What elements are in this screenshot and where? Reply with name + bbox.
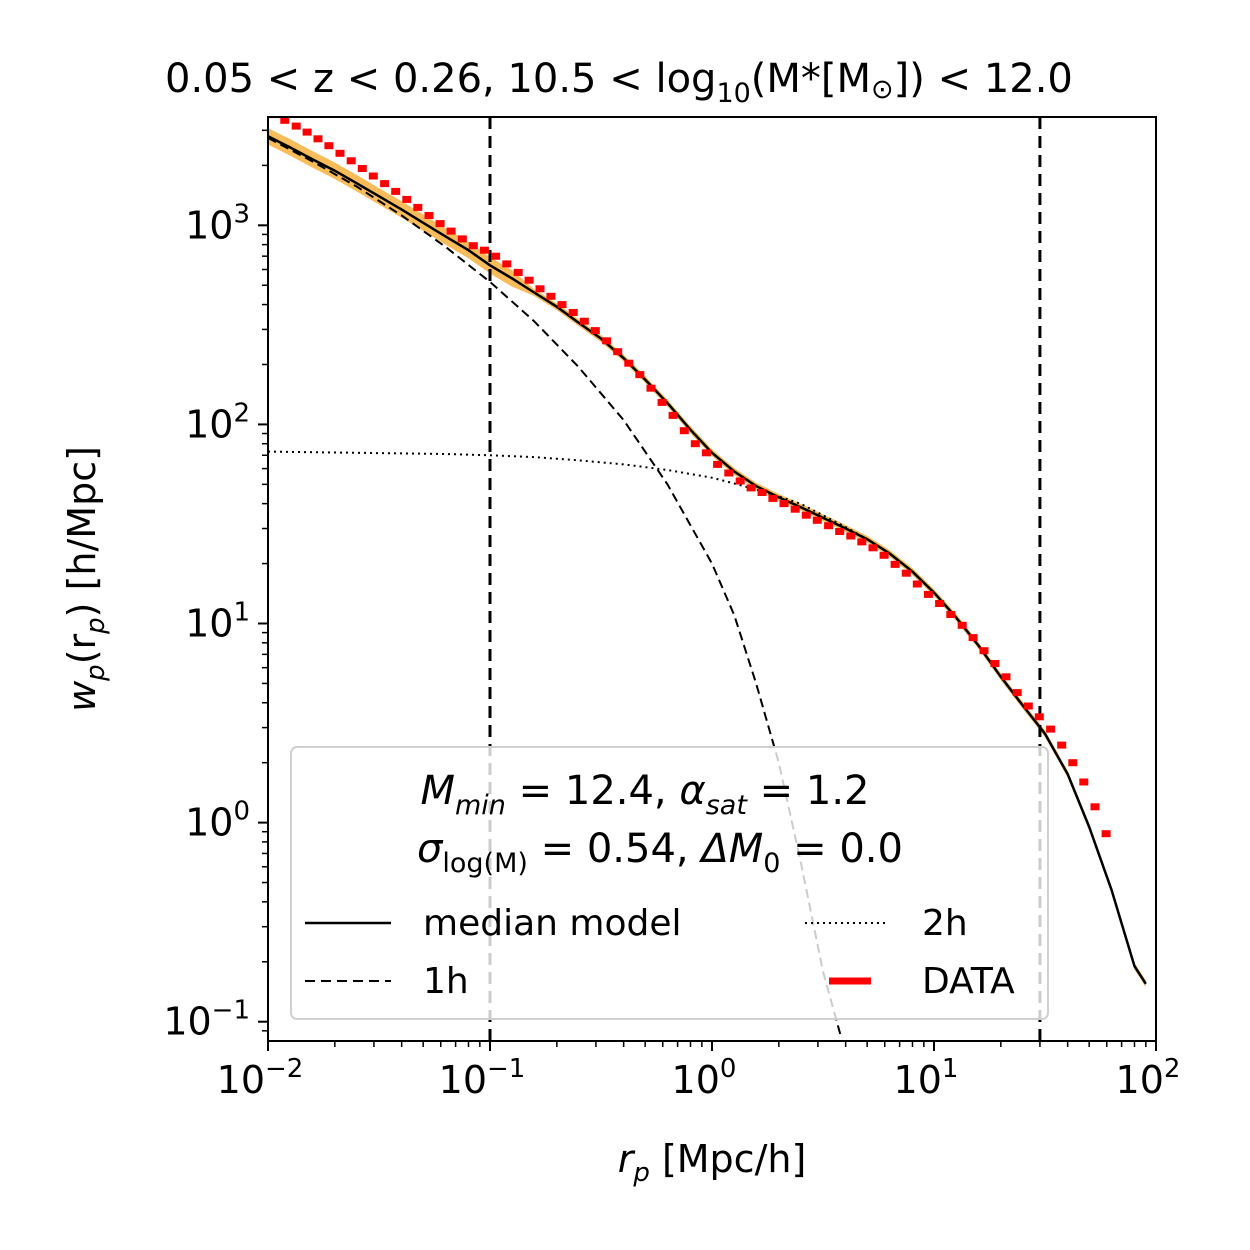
y-tick-label: 102 (185, 398, 250, 446)
data-point (979, 647, 989, 655)
data-point (291, 122, 301, 130)
data-point (668, 411, 678, 419)
legend-label-median-model: median model (423, 903, 682, 944)
data-point (768, 494, 778, 502)
data-point (524, 276, 534, 284)
data-point (324, 142, 334, 150)
data-point (690, 440, 700, 448)
data-point (402, 195, 412, 203)
data-point (679, 427, 689, 435)
data-point (701, 449, 711, 457)
data-point (912, 580, 922, 588)
data-point (846, 532, 856, 540)
legend-param-line-2: σlog(M) = 0.54, ΔM0 = 0.0 (417, 826, 903, 879)
data-point (790, 505, 800, 513)
data-point (513, 268, 523, 276)
data-point (535, 285, 545, 293)
data-point (602, 337, 612, 345)
y-tick-label: 103 (185, 199, 250, 247)
data-point (824, 522, 834, 530)
chart-title: 0.05 < z < 0.26, 10.5 < log10(M*[M⊙]) < … (165, 56, 1073, 109)
x-axis-label: rp [Mpc/h] (618, 1137, 807, 1188)
data-point (1079, 778, 1089, 786)
data-point (635, 371, 645, 379)
x-tick-label: 10−2 (217, 1054, 304, 1102)
data-point (957, 621, 967, 629)
data-point (1101, 830, 1111, 838)
data-point (1046, 725, 1056, 733)
series-line-median-model (268, 135, 1147, 985)
data-point (1068, 759, 1078, 767)
data-point (724, 469, 734, 477)
data-point (946, 611, 956, 618)
data-point (968, 634, 978, 642)
y-tick-label: 100 (185, 797, 250, 845)
data-point (313, 135, 323, 143)
data-point (801, 511, 811, 519)
data-point (413, 203, 423, 211)
data-point (1023, 702, 1033, 710)
data-point (879, 551, 889, 559)
data-point (835, 528, 845, 535)
data-point (302, 128, 312, 136)
data-point (346, 157, 356, 165)
data-point (491, 252, 501, 260)
data-point (546, 292, 556, 300)
data-point (424, 212, 434, 219)
data-point (624, 359, 634, 367)
data-point (735, 477, 745, 485)
data-point (380, 180, 390, 188)
data-point (357, 165, 367, 172)
data-point (868, 544, 878, 552)
data-point (502, 260, 512, 268)
legend-label-data: DATA (922, 961, 1015, 1002)
data-point (468, 242, 478, 250)
data-point (901, 569, 911, 577)
data-point (890, 560, 900, 568)
data-point (757, 489, 767, 496)
data-point (391, 187, 401, 195)
x-tick-label: 100 (672, 1054, 737, 1102)
data-point (613, 348, 623, 356)
data-point (557, 301, 567, 309)
data-point (1001, 673, 1011, 681)
data-point (479, 246, 489, 254)
data-point (368, 172, 378, 180)
data-point (280, 117, 290, 124)
data-point (1034, 713, 1044, 721)
data-point (568, 309, 578, 316)
data-point (1012, 689, 1022, 697)
data-point (1090, 803, 1100, 811)
data-point (746, 484, 756, 492)
data-point (646, 384, 656, 392)
legend-box (290, 746, 1049, 1020)
data-point (435, 220, 445, 228)
y-axis-label: wp(rp) [h/Mpc] (60, 446, 111, 712)
x-tick-label: 101 (894, 1054, 959, 1102)
x-tick-label: 10−1 (439, 1054, 526, 1102)
data-point (857, 538, 867, 546)
data-point (923, 590, 933, 598)
data-point (990, 660, 1000, 667)
legend-label-2h: 2h (922, 903, 968, 944)
data-point (1057, 741, 1067, 749)
data-point (812, 516, 822, 524)
y-tick-label: 10−1 (163, 996, 250, 1044)
y-tick-label: 101 (185, 598, 250, 646)
x-tick-label: 102 (1116, 1054, 1181, 1102)
data-point (935, 600, 945, 607)
data-point (779, 500, 789, 508)
legend: Mmin = 12.4, αsat = 1.2 σlog(M) = 0.54, … (290, 746, 1049, 1020)
data-point (457, 235, 467, 243)
data-point (657, 398, 667, 406)
data-point (579, 317, 589, 325)
data-point (446, 227, 456, 235)
legend-label-1h: 1h (423, 961, 469, 1002)
data-point (590, 327, 600, 335)
data-point (335, 149, 345, 157)
legend-param-line-1: Mmin = 12.4, αsat = 1.2 (420, 768, 869, 821)
series-line-2h (268, 450, 1147, 985)
data-point (713, 460, 723, 468)
